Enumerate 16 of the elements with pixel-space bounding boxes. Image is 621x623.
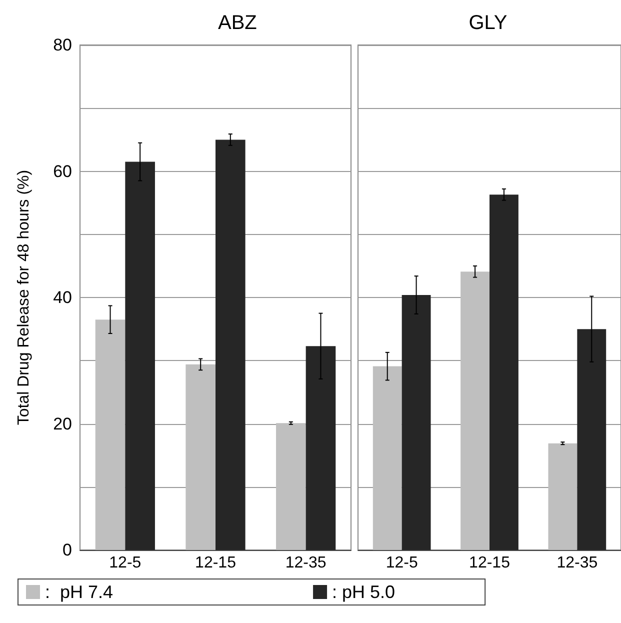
- y-tick-label: 0: [62, 540, 72, 560]
- y-axis-title: Total Drug Release for 48 hours (%): [16, 170, 32, 426]
- x-tick-label: 12-15: [469, 554, 510, 572]
- y-tick-label: 80: [53, 36, 72, 54]
- x-tick-label: 12-35: [285, 554, 326, 572]
- y-tick-label: 60: [53, 162, 72, 181]
- chart-title: GLY: [468, 12, 508, 34]
- legend-label: : pH 5.0: [332, 582, 396, 602]
- chart-title: ABZ: [218, 12, 257, 34]
- y-tick-label: 20: [53, 414, 72, 434]
- y-tick-label: 40: [53, 288, 72, 307]
- x-tick-label: 12-5: [386, 554, 418, 572]
- legend-label: : pH 7.4: [45, 582, 114, 602]
- x-tick-label: 12-35: [556, 554, 598, 572]
- x-tick-label: 12-15: [195, 554, 236, 572]
- x-tick-label: 12-5: [109, 554, 142, 572]
